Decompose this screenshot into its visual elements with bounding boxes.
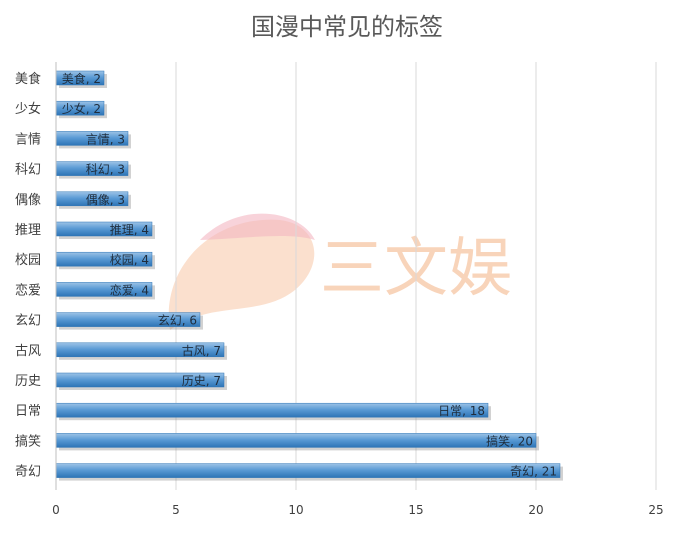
data-label: 搞笑, 20 bbox=[486, 433, 533, 448]
watermark-petal-pink bbox=[200, 213, 315, 240]
x-tick-label: 15 bbox=[408, 503, 423, 517]
data-labels: 奇幻, 21 搞笑, 20 日常, 18 历史, 7 古风, 7 玄幻, 6 恋爱, 4 校园… bbox=[62, 71, 557, 479]
data-label: 校园, 4 bbox=[110, 252, 149, 267]
bar bbox=[55, 463, 561, 478]
data-label: 科幻, 3 bbox=[86, 163, 125, 177]
category-label: 古风 bbox=[15, 344, 41, 359]
category-label: 恋爱 bbox=[15, 282, 41, 298]
category-label: 校园 bbox=[15, 252, 41, 268]
x-tick-label: 0 bbox=[52, 503, 60, 517]
data-label: 奇幻, 21 bbox=[510, 465, 557, 479]
data-label: 推理, 4 bbox=[110, 223, 149, 237]
bar bbox=[55, 402, 489, 418]
data-label: 玄幻, 6 bbox=[158, 313, 197, 328]
data-label: 偶像, 3 bbox=[86, 193, 125, 207]
category-label: 历史 bbox=[15, 374, 41, 389]
category-label: 美食 bbox=[15, 71, 41, 87]
data-label: 历史, 7 bbox=[182, 374, 221, 388]
chart-title: 国漫中常见的标签 bbox=[251, 13, 443, 41]
watermark-petal-orange bbox=[168, 219, 315, 330]
data-label: 美食, 2 bbox=[62, 71, 101, 86]
category-label: 奇幻 bbox=[15, 464, 41, 480]
data-label: 日常, 18 bbox=[438, 404, 485, 418]
category-label: 偶像 bbox=[15, 193, 41, 208]
x-tick-label: 5 bbox=[172, 503, 180, 517]
data-label: 言情, 3 bbox=[86, 132, 125, 146]
category-label: 玄幻 bbox=[15, 314, 41, 329]
data-label: 恋爱, 4 bbox=[110, 282, 149, 297]
category-label: 日常 bbox=[15, 404, 41, 419]
category-label: 科幻 bbox=[15, 163, 41, 178]
data-label: 少女, 2 bbox=[62, 101, 101, 116]
x-tick-label: 10 bbox=[288, 503, 303, 517]
bar bbox=[55, 433, 537, 448]
category-axis: 奇幻 搞笑 日常 历史 古风 玄幻 恋爱 校园 推理 偶像 科幻 言情 少女 美食 bbox=[15, 71, 41, 480]
value-axis: 0 5 10 15 20 25 bbox=[52, 62, 664, 517]
category-label: 推理 bbox=[15, 223, 41, 238]
bar-series bbox=[55, 70, 563, 481]
data-label: 古风, 7 bbox=[182, 343, 221, 358]
category-label: 言情 bbox=[15, 132, 41, 147]
x-tick-label: 20 bbox=[528, 503, 543, 517]
category-label: 少女 bbox=[15, 101, 41, 117]
category-label: 搞笑 bbox=[15, 433, 41, 449]
watermark-logo: 三文娱 bbox=[168, 213, 512, 330]
x-tick-label: 25 bbox=[648, 503, 663, 517]
